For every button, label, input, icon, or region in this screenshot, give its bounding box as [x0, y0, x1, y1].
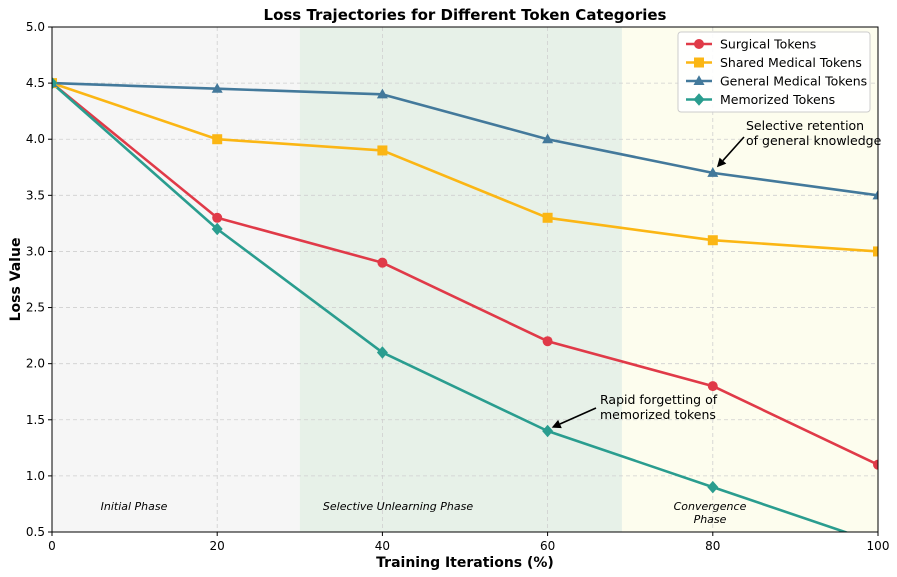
- data-point-surgical-tokens: [873, 459, 878, 470]
- legend-marker-triangle-icon: [693, 75, 705, 85]
- annotation-arrow-2: [559, 407, 597, 425]
- data-point-general-medical-tokens: [376, 88, 388, 99]
- x-tick-label: 80: [705, 539, 720, 553]
- series-line-shared-medical-tokens: [52, 81, 878, 253]
- data-point-shared-medical-tokens: [377, 145, 388, 156]
- annotation-arrowhead-2: [551, 419, 562, 429]
- data-point-memorized-tokens: [211, 222, 223, 236]
- legend-item-shared-medical-tokens: Shared Medical Tokens: [686, 55, 862, 70]
- data-point-shared-medical-tokens: [707, 235, 718, 246]
- data-point-surgical-tokens: [542, 336, 553, 347]
- legend-item-general-medical-tokens: General Medical Tokens: [686, 74, 867, 89]
- data-point-surgical-tokens: [212, 212, 223, 223]
- legend-item-surgical-tokens: Surgical Tokens: [686, 37, 816, 52]
- legend-item-memorized-tokens: Memorized Tokens: [686, 92, 835, 107]
- phase-label-1: Initial Phase: [101, 500, 168, 513]
- legend-label: General Medical Tokens: [720, 74, 867, 89]
- data-point-memorized-tokens: [52, 76, 58, 90]
- y-tick-label: 2.0: [26, 357, 45, 371]
- y-tick-label: 0.5: [26, 525, 45, 539]
- annotation-arrowhead-1: [716, 157, 727, 168]
- data-point-general-medical-tokens: [542, 133, 554, 144]
- y-tick-label: 3.0: [26, 244, 45, 258]
- y-tick-label: 1.5: [26, 413, 45, 427]
- data-point-general-medical-tokens: [872, 189, 878, 200]
- phase-label-3: Convergence Phase: [674, 500, 747, 526]
- data-point-shared-medical-tokens: [542, 212, 553, 223]
- data-point-memorized-tokens: [376, 346, 388, 359]
- x-tick-label: 20: [210, 539, 225, 553]
- legend-label: Shared Medical Tokens: [720, 55, 862, 70]
- legend-marker-diamond-icon: [693, 93, 705, 106]
- x-tick-label: 0: [48, 539, 56, 553]
- y-tick-label: 4.5: [26, 76, 45, 90]
- phase-band-1: [52, 27, 300, 532]
- y-tick-label: 2.5: [26, 301, 45, 315]
- legend-box: [677, 31, 871, 113]
- data-point-shared-medical-tokens: [873, 246, 878, 257]
- data-point-surgical-tokens: [377, 257, 388, 268]
- plot-frame: [51, 26, 879, 533]
- annotation-text-2: Rapid forgetting of memorized tokens: [600, 392, 718, 422]
- data-point-memorized-tokens: [707, 480, 719, 494]
- series-line-surgical-tokens: [52, 82, 878, 466]
- data-point-general-medical-tokens: [211, 82, 223, 93]
- legend-label: Memorized Tokens: [720, 92, 835, 107]
- legend-marker-square-icon: [694, 57, 704, 68]
- phase-band-2: [299, 27, 622, 532]
- y-tick-label: 1.0: [26, 469, 45, 483]
- annotation-text-1: Selective retention of general knowledge: [746, 118, 882, 148]
- x-axis-label: Training Iterations (%): [376, 555, 554, 571]
- x-tick-label: 40: [375, 539, 390, 553]
- data-point-general-medical-tokens: [707, 167, 719, 177]
- legend: Surgical Tokens Shared Medical Tokens Gene…: [677, 31, 871, 113]
- phase-label-2: Selective Unlearning Phase: [323, 500, 473, 513]
- x-tick-label: 60: [540, 539, 555, 553]
- data-point-surgical-tokens: [707, 381, 718, 392]
- y-axis-label: Loss Value: [8, 238, 24, 322]
- legend-label: Surgical Tokens: [720, 37, 816, 52]
- y-tick-label: 5.0: [26, 20, 45, 34]
- y-tick-label: 4.0: [26, 132, 45, 146]
- legend-marker-circle-icon: [694, 39, 704, 49]
- data-point-memorized-tokens: [542, 424, 554, 438]
- annotation-arrow-1: [722, 136, 745, 162]
- y-tick-label: 3.5: [26, 188, 45, 202]
- chart-title: Loss Trajectories for Different Token Ca…: [264, 6, 667, 24]
- series-line-memorized-tokens: [52, 82, 850, 532]
- data-point-shared-medical-tokens: [212, 134, 223, 145]
- x-tick-label: 100: [867, 539, 890, 553]
- series-line-general-medical-tokens: [52, 81, 878, 197]
